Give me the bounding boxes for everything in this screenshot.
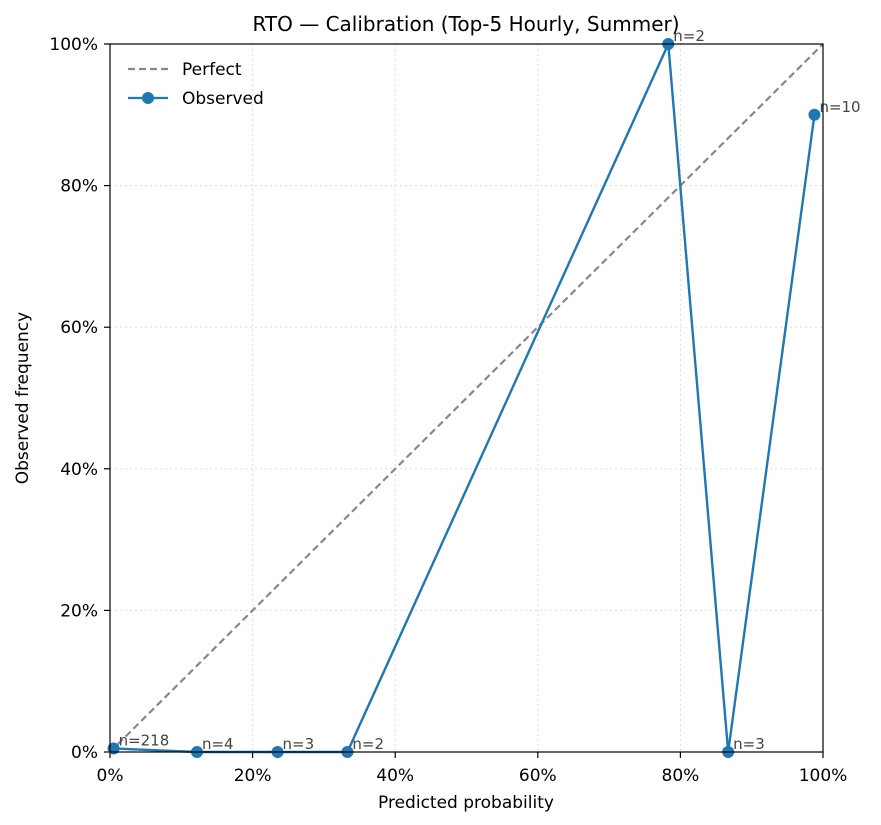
x-axis-ticks: 0% 20% 40% 60% 80% 100%: [97, 752, 848, 786]
point-count-label: n=2: [352, 735, 384, 753]
perfect-calibration-line: [109, 43, 824, 753]
x-tick-label: 60%: [519, 766, 557, 786]
y-tick-label: 60%: [60, 318, 98, 338]
y-axis-title: Observed frequency: [13, 312, 33, 484]
x-tick-label: 80%: [662, 766, 700, 786]
y-tick-label: 100%: [49, 35, 98, 55]
legend-observed-label: Observed: [182, 89, 264, 109]
legend: Perfect Observed: [128, 60, 264, 109]
observed-point: [808, 108, 821, 121]
point-count-label: n=3: [283, 735, 315, 753]
point-count-label: n=3: [733, 735, 765, 753]
y-axis-ticks: 0% 20% 40% 60% 80% 100%: [49, 35, 110, 763]
grid: [109, 43, 824, 753]
x-tick-label: 20%: [234, 766, 272, 786]
legend-observed-marker: [142, 92, 154, 104]
point-count-label: n=218: [119, 731, 170, 749]
x-tick-label: 100%: [799, 766, 848, 786]
x-tick-label: 0%: [97, 766, 124, 786]
y-tick-label: 40%: [60, 460, 98, 480]
point-count-label: n=4: [202, 735, 234, 753]
point-count-label: n=2: [673, 27, 705, 45]
observed-line: [113, 42, 816, 754]
chart-title: RTO — Calibration (Top-5 Hourly, Summer): [252, 12, 679, 36]
y-tick-label: 0%: [71, 743, 98, 763]
series-layer: [107, 38, 824, 758]
plot-frame: [109, 43, 824, 753]
x-axis-title: Predicted probability: [378, 793, 554, 813]
point-count-label: n=10: [819, 98, 860, 116]
x-tick-label: 40%: [376, 766, 414, 786]
point-annotations: n=218 n=4 n=3 n=2 n=2 n=3 n=10: [119, 27, 861, 753]
y-tick-label: 80%: [60, 177, 98, 197]
y-tick-label: 20%: [60, 601, 98, 621]
legend-perfect-label: Perfect: [182, 60, 242, 80]
